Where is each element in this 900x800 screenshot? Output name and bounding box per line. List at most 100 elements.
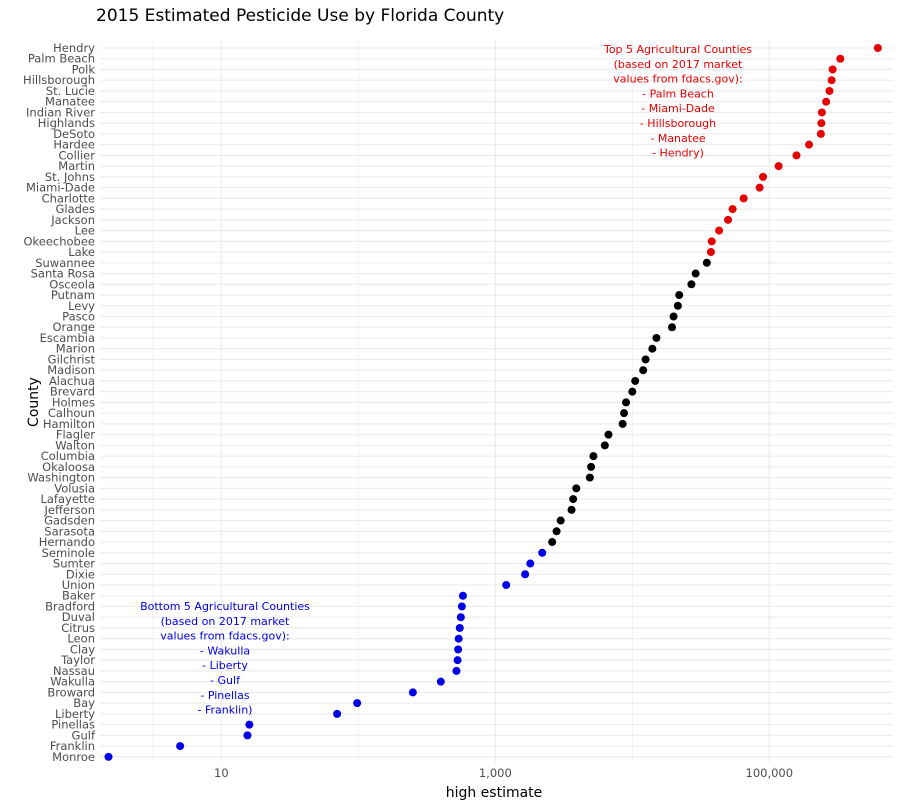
y-tick-label: Volusia bbox=[54, 481, 95, 495]
data-point bbox=[104, 752, 113, 761]
data-point bbox=[454, 645, 463, 654]
data-point bbox=[828, 65, 837, 74]
data-point bbox=[652, 333, 661, 342]
data-point bbox=[589, 452, 598, 461]
y-tick-label: Columbia bbox=[41, 449, 95, 463]
data-point bbox=[455, 623, 464, 632]
y-tick-label: Escambia bbox=[40, 331, 95, 345]
data-point bbox=[552, 527, 561, 536]
data-point bbox=[816, 129, 825, 138]
x-tick-label: 100,000 bbox=[746, 766, 794, 780]
data-point bbox=[728, 205, 737, 214]
y-tick-label: Miami-Dade bbox=[26, 181, 95, 195]
y-tick-label: Glades bbox=[55, 202, 95, 216]
data-point bbox=[687, 280, 696, 289]
data-point bbox=[669, 312, 678, 321]
data-point bbox=[176, 742, 185, 751]
y-tick-label: Brevard bbox=[50, 385, 95, 399]
y-tick-label: Orange bbox=[53, 320, 96, 334]
data-point bbox=[454, 634, 463, 643]
data-point bbox=[631, 376, 640, 385]
y-tick-label: Manatee bbox=[45, 95, 95, 109]
y-tick-label: Dixie bbox=[66, 567, 95, 581]
data-point bbox=[691, 269, 700, 278]
data-point bbox=[453, 656, 462, 665]
data-point bbox=[827, 76, 836, 85]
y-tick-label: Pinellas bbox=[51, 718, 95, 732]
annotation-line: Bottom 5 Agricultural Counties bbox=[140, 600, 310, 613]
data-point bbox=[457, 602, 466, 611]
data-point bbox=[567, 505, 576, 514]
annotations: Top 5 Agricultural Counties (based on 201… bbox=[140, 43, 752, 717]
annotation-line: - Palm Beach bbox=[642, 87, 714, 100]
data-point bbox=[600, 441, 609, 450]
data-point bbox=[333, 709, 342, 718]
y-tick-label: Jefferson bbox=[43, 503, 95, 517]
x-tick-labels: 10 1,000 100,000 bbox=[214, 766, 793, 780]
annotation-line: - Franklin) bbox=[198, 704, 253, 717]
y-tick-label: Collier bbox=[59, 148, 96, 162]
data-point bbox=[715, 226, 724, 235]
annotation-line: - Manatee bbox=[650, 132, 705, 145]
y-tick-label: Walton bbox=[55, 438, 95, 452]
data-point bbox=[755, 183, 764, 192]
data-point bbox=[706, 248, 715, 257]
y-tick-label: Indian River bbox=[26, 105, 95, 119]
y-tick-label: Baker bbox=[62, 589, 95, 603]
annotation-line: - Miami-Dade bbox=[641, 102, 715, 115]
x-tick-label: 10 bbox=[214, 766, 229, 780]
data-point bbox=[641, 355, 650, 364]
annotation-line: - Wakulla bbox=[200, 644, 250, 657]
y-tick-label: Jackson bbox=[50, 213, 95, 227]
data-point bbox=[707, 237, 716, 246]
data-point bbox=[675, 291, 684, 300]
data-points bbox=[104, 44, 882, 761]
annotation-line: - Gulf bbox=[210, 674, 241, 687]
y-tick-label: Highlands bbox=[38, 116, 95, 130]
y-tick-label: Liberty bbox=[55, 707, 95, 721]
annotation-line: (based on 2017 market bbox=[614, 58, 743, 71]
annotation-line: - Hillsborough bbox=[640, 117, 716, 130]
data-point bbox=[639, 366, 648, 375]
annotation-top: Top 5 Agricultural Counties (based on 201… bbox=[603, 43, 752, 160]
chart-title: 2015 Estimated Pesticide Use by Florida … bbox=[96, 6, 504, 26]
y-tick-label: Franklin bbox=[50, 739, 95, 753]
data-point bbox=[724, 215, 733, 224]
annotation-line: - Liberty bbox=[202, 659, 248, 672]
data-point bbox=[622, 398, 631, 407]
y-tick-label: Taylor bbox=[60, 653, 95, 667]
y-tick-label: Madison bbox=[47, 363, 95, 377]
annotation-line: values from fdacs.gov): bbox=[613, 73, 742, 86]
data-point bbox=[502, 581, 511, 589]
y-tick-label: Okaloosa bbox=[42, 460, 95, 474]
y-tick-label: Hamilton bbox=[43, 417, 95, 431]
y-tick-label: DeSoto bbox=[53, 127, 95, 141]
y-tick-label: Hillsborough bbox=[23, 73, 95, 87]
y-tick-label: Lafayette bbox=[40, 492, 95, 506]
data-point bbox=[825, 86, 834, 95]
annotation-line: - Pinellas bbox=[200, 689, 250, 702]
data-point bbox=[521, 570, 530, 579]
y-tick-label: Levy bbox=[68, 299, 95, 313]
data-point bbox=[408, 688, 417, 697]
data-point bbox=[620, 409, 629, 418]
y-tick-label: Hardee bbox=[53, 138, 95, 152]
y-tick-label: Hernando bbox=[39, 535, 95, 549]
y-tick-label: Union bbox=[62, 578, 95, 592]
y-tick-label: St. Lucie bbox=[46, 84, 95, 98]
y-tick-label: Palm Beach bbox=[28, 52, 95, 66]
data-point bbox=[526, 559, 535, 568]
annotation-line: (based on 2017 market bbox=[161, 615, 290, 628]
data-point bbox=[817, 119, 826, 128]
y-tick-label: Putnam bbox=[51, 288, 95, 302]
data-point bbox=[452, 666, 461, 675]
data-point bbox=[805, 140, 814, 149]
data-point bbox=[792, 151, 801, 160]
y-tick-label: St. Johns bbox=[45, 170, 95, 184]
data-point bbox=[353, 699, 362, 708]
annotation-line: values from fdacs.gov): bbox=[160, 630, 289, 643]
y-tick-label: Pasco bbox=[62, 310, 95, 324]
y-tick-label: Osceola bbox=[49, 277, 95, 291]
